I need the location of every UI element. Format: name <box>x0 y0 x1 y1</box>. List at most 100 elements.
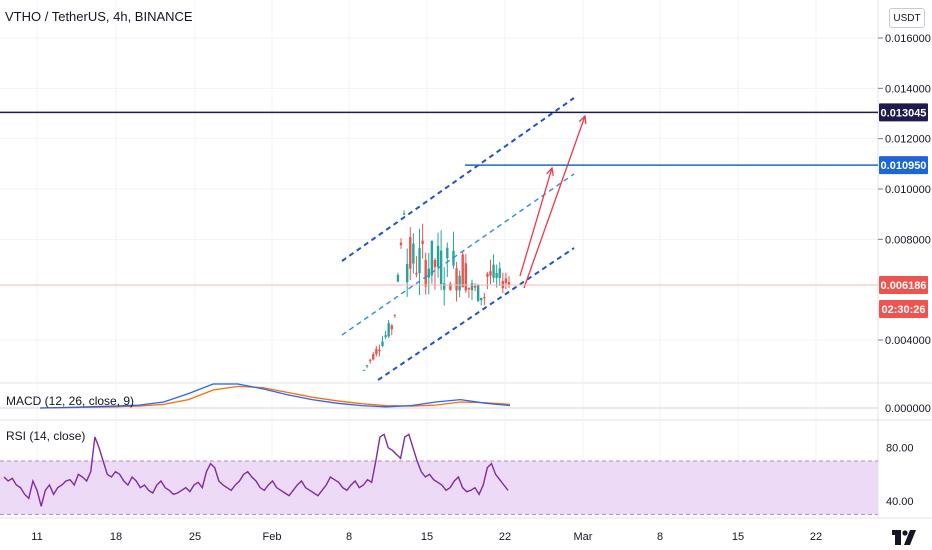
candle-body[interactable] <box>470 283 474 291</box>
candle-body[interactable] <box>480 297 483 301</box>
time-axis-label: 15 <box>421 531 433 543</box>
candle-body[interactable] <box>464 263 468 291</box>
candle-body[interactable] <box>421 240 424 244</box>
candle-body[interactable] <box>461 254 464 288</box>
macd-title[interactable]: MACD (12, 26, close, 9) <box>6 394 135 408</box>
candle-body[interactable] <box>476 284 480 302</box>
candle-body[interactable] <box>433 259 437 268</box>
label-last-price: 0.006186 <box>881 280 927 292</box>
time-axis-label: 11 <box>31 531 42 543</box>
macd-signal-line[interactable] <box>39 385 511 409</box>
time-axis-label: 25 <box>189 531 201 543</box>
horizontal-levels[interactable] <box>0 111 878 286</box>
label-countdown: 02:30:26 <box>881 304 925 316</box>
candle-body[interactable] <box>375 348 378 355</box>
channel-lower-line[interactable] <box>377 247 575 381</box>
candle-body[interactable] <box>381 341 384 346</box>
label-level-top: 0.013045 <box>881 107 927 119</box>
price-tick-label: 0.012000 <box>885 134 931 146</box>
label-level-mid-bg <box>879 156 928 175</box>
price-axis-ticks: 0.016000 0.014000 0.012000 0.010000 0.008000… <box>878 33 931 347</box>
candle-body[interactable] <box>405 263 409 283</box>
candle-body[interactable] <box>495 272 498 278</box>
candle-body[interactable] <box>393 314 397 316</box>
currency-button[interactable]: USDT <box>889 8 925 28</box>
price-tick-label: 0.016000 <box>885 33 931 45</box>
candle-body[interactable] <box>492 264 495 278</box>
candle-body[interactable] <box>365 365 369 367</box>
candle-body[interactable] <box>390 325 393 330</box>
candle-body[interactable] <box>387 323 390 337</box>
time-axis-label: 15 <box>732 531 744 543</box>
candle-body[interactable] <box>418 248 421 274</box>
label-level-top-bg <box>879 103 928 122</box>
candle-body[interactable] <box>443 283 446 290</box>
candle-body[interactable] <box>427 268 430 278</box>
time-axis-label: 8 <box>346 531 352 543</box>
candle-body[interactable] <box>473 285 477 288</box>
time-axis-label: 18 <box>110 531 122 543</box>
rsi-band <box>0 461 878 515</box>
tradingview-logo-icon[interactable] <box>892 528 916 546</box>
macd-line[interactable] <box>39 383 511 409</box>
candle-body[interactable] <box>489 271 492 276</box>
macd-pane[interactable]: 0.000000 <box>0 383 931 415</box>
candle-body[interactable] <box>486 273 489 277</box>
candle-body[interactable] <box>399 242 403 246</box>
target-arrow-2[interactable] <box>523 115 586 289</box>
time-axis-label: Mar <box>574 531 593 543</box>
candle-body[interactable] <box>402 213 406 215</box>
candle-body[interactable] <box>507 282 511 285</box>
price-tick-label: 0.010000 <box>885 184 931 196</box>
rsi-tick-label: 40.00 <box>886 496 914 508</box>
channel-middle-line[interactable] <box>341 173 575 336</box>
candle-body[interactable] <box>372 354 375 360</box>
time-axis-ticks: 11 18 25 Feb 8 15 22 Mar 8 15 22 <box>31 531 822 543</box>
candle-body[interactable] <box>396 274 400 282</box>
candle-body[interactable] <box>467 287 471 290</box>
candle-body[interactable] <box>483 297 486 299</box>
candle-body[interactable] <box>455 268 458 291</box>
candle-body[interactable] <box>498 268 501 278</box>
label-level-mid: 0.010950 <box>881 160 927 172</box>
candle-body[interactable] <box>446 247 449 259</box>
candle-body[interactable] <box>436 246 440 267</box>
label-last-price-bg <box>879 275 928 294</box>
price-tick-label: 0.014000 <box>885 83 931 95</box>
price-axis-panel[interactable] <box>878 0 932 550</box>
time-axis-label: Feb <box>263 531 282 543</box>
candle-body[interactable] <box>384 335 387 338</box>
candle-body[interactable] <box>368 359 372 362</box>
candle-body[interactable] <box>412 243 415 264</box>
candle-body[interactable] <box>378 349 381 352</box>
rsi-title[interactable]: RSI (14, close) <box>6 429 86 443</box>
candles[interactable] <box>362 210 511 371</box>
time-axis-label: 22 <box>810 531 822 543</box>
candle-body[interactable] <box>415 272 418 275</box>
candle-body[interactable] <box>504 278 508 283</box>
price-labels: 0.013045 0.010950 0.006186 02:30:26 <box>879 103 928 318</box>
target-arrow-1[interactable] <box>519 167 553 277</box>
time-axis-label: 22 <box>499 531 511 543</box>
symbol-title[interactable]: VTHO / TetherUS, 4h, BINANCE <box>5 9 193 24</box>
candle-body[interactable] <box>424 259 427 287</box>
channel-upper-line[interactable] <box>341 97 575 262</box>
rsi-tick-label: 80.00 <box>886 443 914 455</box>
price-tick-label: 0.008000 <box>885 234 931 246</box>
candle-body[interactable] <box>430 240 434 276</box>
candle-body[interactable] <box>409 237 412 269</box>
candle-body[interactable] <box>439 250 443 285</box>
drawings[interactable] <box>341 97 587 381</box>
target-arrow-2-head[interactable] <box>578 114 587 125</box>
candle-body[interactable] <box>458 275 461 291</box>
label-countdown-bg <box>879 299 928 318</box>
time-axis-label: 8 <box>657 531 663 543</box>
rsi-line[interactable] <box>3 433 509 507</box>
candle-body[interactable] <box>362 369 366 371</box>
macd-axis-label: 0.000000 <box>885 403 931 415</box>
target-arrow-1-head[interactable] <box>546 166 554 177</box>
rsi-pane[interactable]: 80.00 40.00 <box>0 433 914 515</box>
candle-body[interactable] <box>449 283 452 291</box>
